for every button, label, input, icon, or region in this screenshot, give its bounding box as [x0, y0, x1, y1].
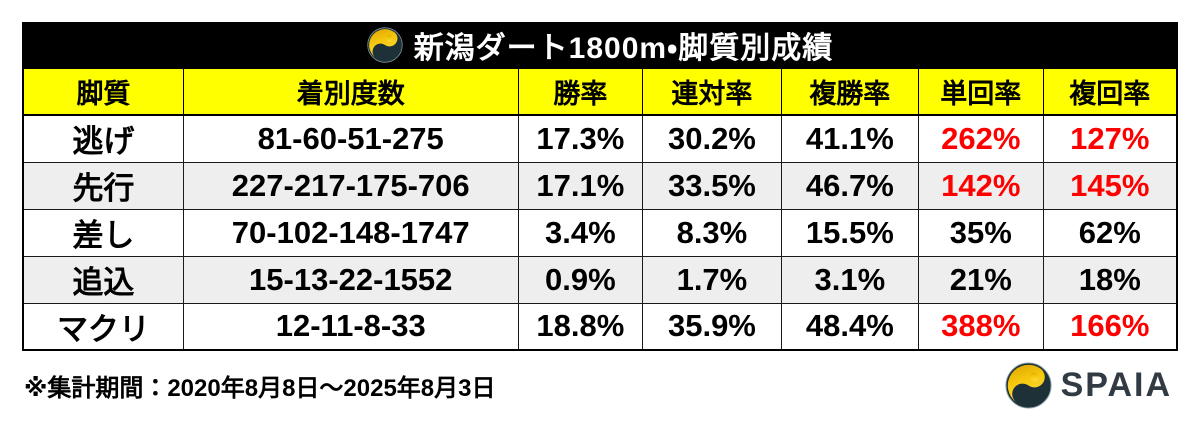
column-header-show-rate: 複勝率 [780, 67, 919, 116]
cell-win-roi: 35% [917, 208, 1044, 257]
cell-show-rate: 3.1% [780, 255, 919, 304]
cell-quinella-rate: 30.2% [642, 114, 782, 163]
header-row: 脚質 着別度数 勝率 連対率 複勝率 単回率 複回率 [22, 67, 1178, 116]
spaia-wordmark: SPAIA [1060, 366, 1172, 404]
cell-run-style: 逃げ [22, 114, 184, 163]
cell-finish-record: 70-102-148-1747 [182, 208, 519, 257]
cell-show-roi: 145% [1042, 161, 1178, 210]
cell-finish-record: 15-13-22-1552 [182, 255, 519, 304]
cell-run-style: 先行 [22, 161, 184, 210]
cell-win-rate: 18.8% [517, 302, 644, 351]
cell-run-style: 追込 [22, 255, 184, 304]
column-header-run-style: 脚質 [22, 67, 184, 116]
cell-quinella-rate: 1.7% [642, 255, 782, 304]
cell-win-roi: 388% [917, 302, 1044, 351]
aggregation-period-note: ※集計期間：2020年8月8日〜2025年8月3日 [24, 375, 496, 402]
column-header-win-roi: 単回率 [917, 67, 1044, 116]
cell-show-rate: 48.4% [780, 302, 919, 351]
spaia-logo: SPAIA [1004, 362, 1176, 409]
cell-win-roi: 262% [917, 114, 1044, 163]
table-row-makuri: マクリ 12-11-8-33 18.8% 35.9% 48.4% 388% 16… [22, 302, 1178, 351]
cell-show-roi: 127% [1042, 114, 1178, 163]
cell-show-roi: 18% [1042, 255, 1178, 304]
cell-finish-record: 81-60-51-275 [182, 114, 519, 163]
cell-finish-record: 227-217-175-706 [182, 161, 519, 210]
cell-finish-record: 12-11-8-33 [182, 302, 519, 351]
table-row-senko: 先行 227-217-175-706 17.1% 33.5% 46.7% 142… [22, 161, 1178, 210]
cell-win-roi: 142% [917, 161, 1044, 210]
column-header-win-rate: 勝率 [517, 67, 644, 116]
cell-run-style: 差し [22, 208, 184, 257]
table-row-oikomi: 追込 15-13-22-1552 0.9% 1.7% 3.1% 21% 18% [22, 255, 1178, 304]
cell-show-roi: 62% [1042, 208, 1178, 257]
cell-run-style: マクリ [22, 302, 184, 351]
cell-show-rate: 41.1% [780, 114, 919, 163]
cell-show-rate: 15.5% [780, 208, 919, 257]
title-bar: 新潟ダート1800m・脚質別成績 [22, 22, 1178, 67]
cell-win-rate: 0.9% [517, 255, 644, 304]
cell-quinella-rate: 8.3% [642, 208, 782, 257]
cell-win-rate: 17.3% [517, 114, 644, 163]
spaia-swirl-icon [366, 26, 403, 63]
page-title: 新潟ダート1800m・脚質別成績 [413, 31, 834, 65]
stats-table: 脚質 着別度数 勝率 連対率 複勝率 単回率 複回率 逃げ 81-60-51-2… [22, 67, 1178, 351]
table-row-nige: 逃げ 81-60-51-275 17.3% 30.2% 41.1% 262% 1… [22, 114, 1178, 163]
cell-win-rate: 3.4% [517, 208, 644, 257]
cell-win-rate: 17.1% [517, 161, 644, 210]
cell-win-roi: 21% [917, 255, 1044, 304]
column-header-finish-record: 着別度数 [182, 67, 519, 116]
cell-show-rate: 46.7% [780, 161, 919, 210]
column-header-quinella-rate: 連対率 [642, 67, 782, 116]
cell-show-roi: 166% [1042, 302, 1178, 351]
footer: ※集計期間：2020年8月8日〜2025年8月3日 SPAIA [22, 362, 1178, 409]
cell-quinella-rate: 33.5% [642, 161, 782, 210]
cell-quinella-rate: 35.9% [642, 302, 782, 351]
column-header-show-roi: 複回率 [1042, 67, 1178, 116]
table-row-sashi: 差し 70-102-148-1747 3.4% 8.3% 15.5% 35% 6… [22, 208, 1178, 257]
spaia-swirl-icon [1004, 362, 1052, 409]
